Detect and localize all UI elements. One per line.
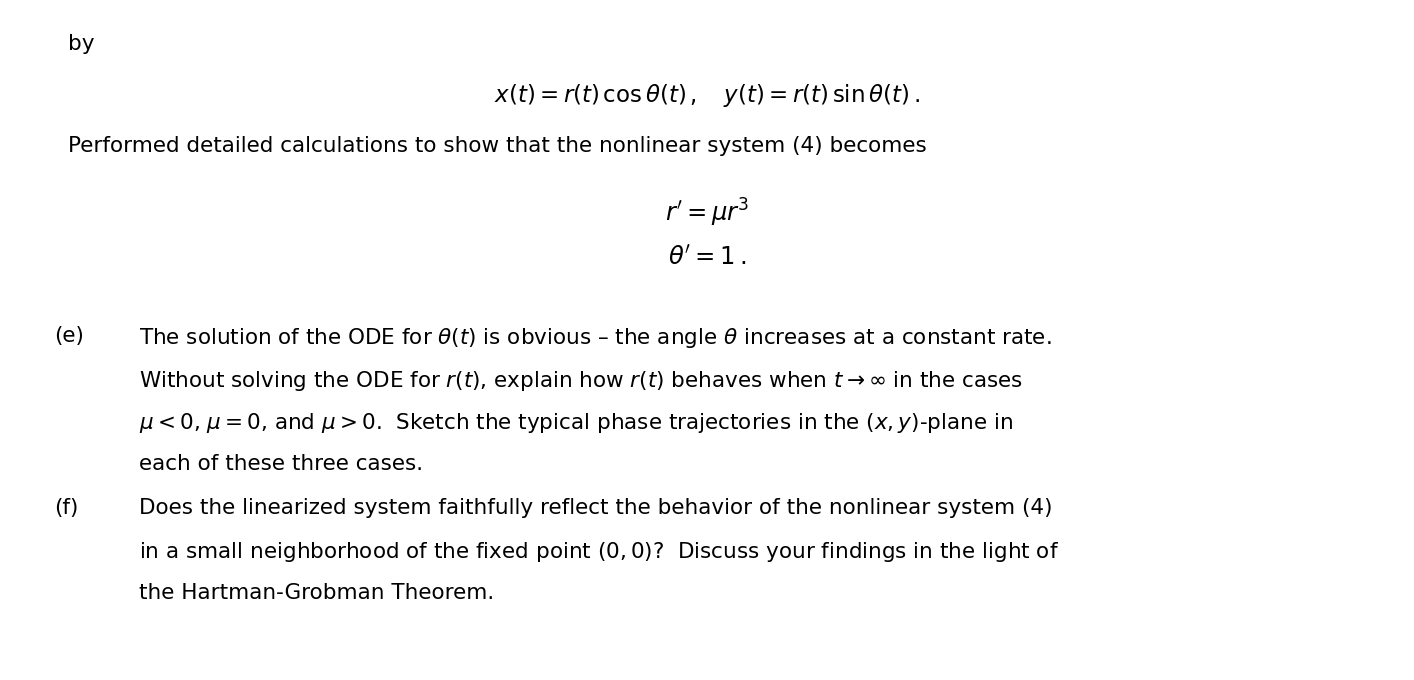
- Text: Does the linearized system faithfully reflect the behavior of the nonlinear syst: Does the linearized system faithfully re…: [139, 498, 1052, 517]
- Text: (e): (e): [54, 326, 83, 346]
- Text: $\theta' = 1\,.$: $\theta' = 1\,.$: [667, 246, 747, 270]
- Text: (f): (f): [54, 498, 78, 517]
- Text: The solution of the ODE for $\theta(t)$ is obvious – the angle $\theta$ increase: The solution of the ODE for $\theta(t)$ …: [139, 326, 1051, 350]
- Text: by: by: [68, 34, 95, 54]
- Text: $r' = \mu r^3$: $r' = \mu r^3$: [665, 197, 749, 229]
- Text: $x(t) = r(t)\,\cos\theta(t)\,,\quad y(t) = r(t)\,\sin\theta(t)\,.$: $x(t) = r(t)\,\cos\theta(t)\,,\quad y(t)…: [493, 82, 921, 109]
- Text: $\mu < 0$, $\mu = 0$, and $\mu > 0$.  Sketch the typical phase trajectories in t: $\mu < 0$, $\mu = 0$, and $\mu > 0$. Ske…: [139, 411, 1012, 435]
- Text: each of these three cases.: each of these three cases.: [139, 454, 423, 474]
- Text: in a small neighborhood of the fixed point $(0, 0)$?  Discuss your findings in t: in a small neighborhood of the fixed poi…: [139, 540, 1059, 564]
- Text: Performed detailed calculations to show that the nonlinear system (4) becomes: Performed detailed calculations to show …: [68, 136, 926, 156]
- Text: the Hartman-Grobman Theorem.: the Hartman-Grobman Theorem.: [139, 583, 493, 602]
- Text: Without solving the ODE for $r(t)$, explain how $r(t)$ behaves when $t \to \inft: Without solving the ODE for $r(t)$, expl…: [139, 369, 1022, 393]
